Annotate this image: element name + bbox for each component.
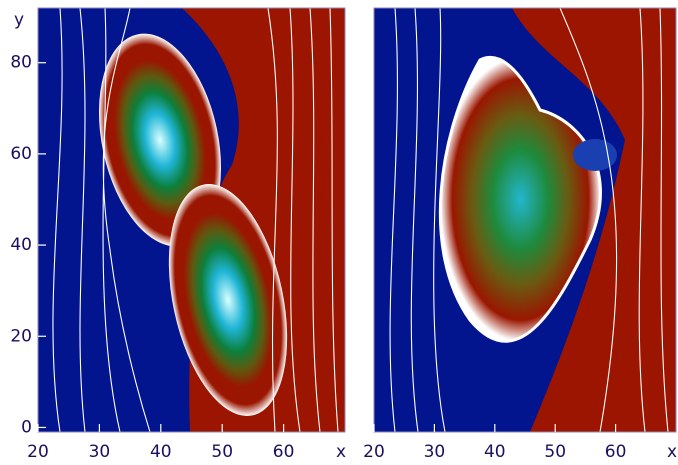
x-tick-label: 30 [424, 442, 446, 462]
x-axis-label: x [667, 442, 677, 462]
x-axis-label: x [336, 442, 346, 462]
x-tick-label: 50 [211, 442, 233, 462]
y-tick-label: 20 [10, 326, 32, 346]
x-tick-label: 20 [27, 442, 49, 462]
y-axis-label: y [14, 10, 24, 30]
x-tick-label: 40 [150, 442, 172, 462]
plot-frame [37, 7, 346, 433]
plot-frame [373, 7, 677, 433]
x-tick-label: 30 [89, 442, 111, 462]
field-left [38, 8, 345, 432]
x-tick-label: 20 [363, 442, 385, 462]
field-right [374, 8, 676, 432]
x-tick-label: 60 [605, 442, 627, 462]
y-tick-label: 80 [10, 53, 32, 73]
x-tick-label: 40 [484, 442, 506, 462]
x-tick-label: 50 [544, 442, 566, 462]
y-tick-label: 60 [10, 144, 32, 164]
y-tick-label: 40 [10, 235, 32, 255]
x-tick-label: 60 [273, 442, 295, 462]
y-tick-label: 0 [21, 417, 32, 437]
